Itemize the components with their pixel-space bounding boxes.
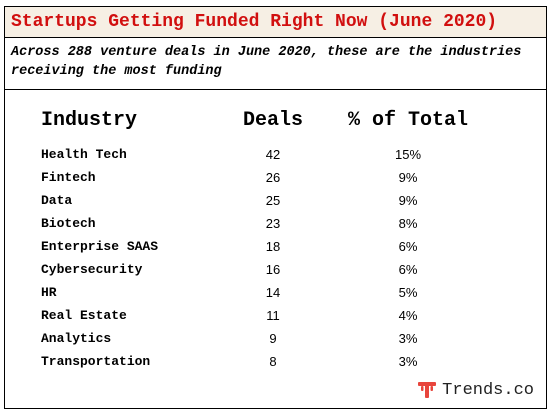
percent-cell: 9% [398,193,418,208]
deals-cell: 9 [269,331,277,346]
column-header-percent: % of Total [347,109,469,132]
title-bar: Startups Getting Funded Right Now (June … [5,7,546,38]
deals-cell: 14 [265,285,281,300]
percent-cell: 6% [398,262,418,277]
table-row: Analytics 9 3% [41,327,493,350]
infographic-card: Startups Getting Funded Right Now (June … [4,6,547,409]
percent-cell: 5% [398,285,418,300]
industry-cell: Transportation [41,354,151,369]
table-row: Cybersecurity 16 6% [41,258,493,281]
industry-cell: Fintech [41,170,96,185]
deals-cell: 16 [265,262,281,277]
brand-name: Trends.co [442,380,534,400]
industry-cell: Biotech [41,216,96,231]
table-row: Enterprise SAAS 18 6% [41,235,493,258]
brand-logo: Trends.co [417,380,534,400]
trends-logo-icon [417,380,437,400]
percent-cell: 3% [398,331,418,346]
industry-cell: Cybersecurity [41,262,143,277]
table-row: Biotech 23 8% [41,212,493,235]
percent-cell: 3% [398,354,418,369]
deals-cell: 8 [269,354,277,369]
subtitle-box: Across 288 venture deals in June 2020, t… [5,38,546,90]
percent-cell: 9% [398,170,418,185]
column-header-deals: Deals [242,109,303,132]
percent-cell: 6% [398,239,418,254]
industry-cell: Real Estate [41,308,127,323]
table-row: Health Tech 42 15% [41,143,493,166]
page-title: Startups Getting Funded Right Now (June … [11,12,498,32]
table-header-row: Industry Deals % of Total [41,109,493,143]
percent-cell: 4% [398,308,418,323]
percent-cell: 8% [398,216,418,231]
industry-cell: Data [41,193,73,208]
table-row: Fintech 26 9% [41,166,493,189]
table-row: HR 14 5% [41,281,493,304]
deals-cell: 23 [265,216,281,231]
table-row: Data 25 9% [41,189,493,212]
industry-cell: HR [41,285,57,300]
table-row: Real Estate 11 4% [41,304,493,327]
funding-table: Industry Deals % of Total Health Tech 42… [41,109,493,373]
industry-cell: Health Tech [41,147,127,162]
industry-cell: Enterprise SAAS [41,239,159,254]
percent-cell: 15% [394,147,422,162]
deals-cell: 25 [265,193,281,208]
deals-cell: 18 [265,239,281,254]
industry-cell: Analytics [41,331,112,346]
deals-cell: 42 [265,147,281,162]
table-row: Transportation 8 3% [41,350,493,373]
column-header-industry: Industry [41,109,138,132]
subtitle: Across 288 venture deals in June 2020, t… [11,45,522,79]
deals-cell: 11 [266,308,280,323]
deals-cell: 26 [265,170,281,185]
